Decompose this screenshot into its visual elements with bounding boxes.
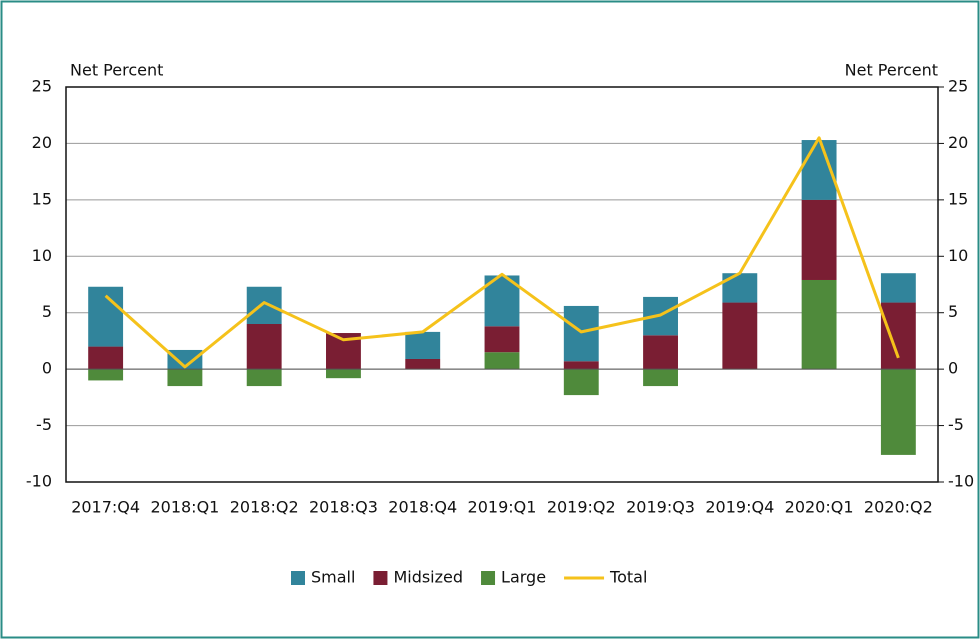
y2-tick-label: 10 (948, 246, 968, 265)
bar (246, 324, 282, 370)
plot-border (65, 86, 939, 483)
bar (246, 369, 282, 387)
x-tick-label: 2019:Q1 (468, 498, 537, 517)
bar (563, 305, 599, 362)
x-tick-label: 2017:Q4 (71, 498, 140, 517)
bar (88, 286, 124, 347)
y2-tick-label: 25 (948, 77, 968, 96)
bar (167, 349, 203, 370)
bar (880, 302, 916, 370)
bar (880, 273, 916, 303)
y-tick-label: 10 (32, 246, 52, 265)
bar (326, 369, 361, 379)
legend-swatch (291, 571, 305, 585)
x-tick-label: 2018:Q4 (388, 498, 457, 517)
bar (643, 335, 678, 370)
bar (88, 369, 124, 381)
y-tick-label: 25 (32, 77, 52, 96)
bar (88, 346, 124, 370)
legend-swatch (373, 571, 388, 585)
y2-axis-label: Net Percent (845, 61, 938, 80)
y-tick-label: 15 (32, 189, 52, 208)
y-axis-label: Net Percent (70, 61, 163, 80)
x-tick-label: 2019:Q2 (547, 498, 616, 517)
x-tick-label: 2020:Q2 (864, 498, 933, 517)
y2-tick-label: -10 (948, 472, 974, 491)
bar (405, 331, 441, 359)
y-tick-label: -5 (36, 415, 52, 434)
x-tick-label: 2018:Q1 (150, 498, 219, 517)
bar (643, 369, 678, 387)
x-tick-label: 2018:Q2 (230, 498, 299, 517)
bar (246, 286, 282, 324)
y-tick-label: 5 (42, 302, 52, 321)
bar (563, 361, 599, 370)
x-tick-label: 2019:Q4 (705, 498, 774, 517)
y-tick-label: -10 (26, 472, 52, 491)
y-tick-label: 0 (42, 359, 52, 378)
legend-label: Midsized (393, 568, 463, 587)
bar (722, 302, 758, 370)
y2-tick-label: 15 (948, 189, 968, 208)
legend-label: Total (609, 568, 647, 587)
line (104, 136, 900, 369)
bar (801, 279, 837, 370)
bar (563, 369, 599, 396)
legend-swatch (481, 571, 496, 585)
bar (484, 326, 520, 353)
bar (484, 352, 520, 370)
y2-tick-label: 0 (948, 359, 958, 378)
x-tick-label: 2020:Q1 (785, 498, 854, 517)
y2-tick-label: 20 (948, 133, 968, 152)
legend-label: Large (501, 568, 546, 587)
bar (405, 358, 441, 370)
x-tick-label: 2018:Q3 (309, 498, 378, 517)
y2-tick-label: 5 (948, 302, 958, 321)
bar (880, 369, 916, 455)
legend-label: Small (311, 568, 355, 587)
x-tick-label: 2019:Q3 (626, 498, 695, 517)
bar (167, 369, 203, 387)
bar (722, 273, 758, 303)
y2-tick-label: -5 (948, 415, 964, 434)
y-tick-label: 20 (32, 133, 52, 152)
bar (801, 199, 837, 280)
